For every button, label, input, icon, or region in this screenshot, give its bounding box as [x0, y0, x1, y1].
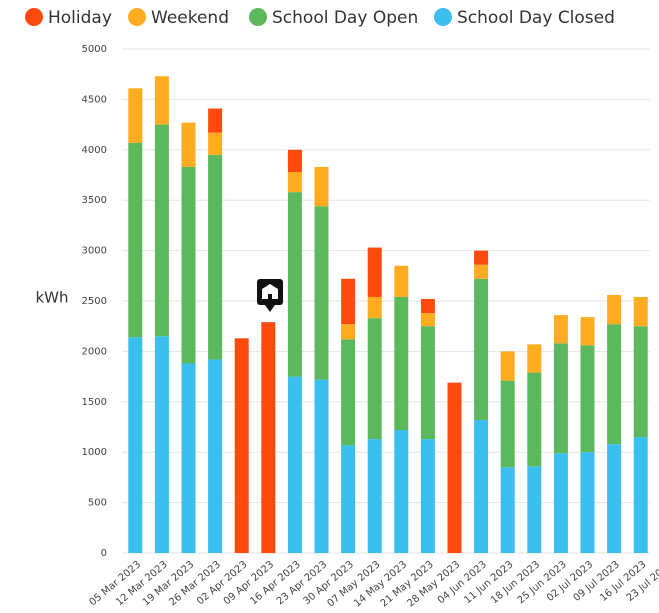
- bar-segment: [633, 296, 648, 327]
- y-tick-label: 0: [101, 548, 107, 559]
- bar-segment: [367, 439, 382, 553]
- y-tick-label: 500: [88, 498, 107, 509]
- bar-segment: [287, 149, 302, 172]
- legend-label: Holiday: [48, 8, 112, 28]
- bar-segment: [553, 343, 568, 454]
- legend-marker: [25, 8, 43, 26]
- bar-segment: [128, 142, 143, 338]
- bar-segment: [607, 444, 622, 553]
- y-tick-label: 2500: [82, 296, 107, 307]
- legend-marker: [434, 8, 452, 26]
- legend-label: Weekend: [151, 8, 229, 28]
- bar-segment: [420, 439, 435, 553]
- bar-segment: [287, 171, 302, 193]
- bar-segment: [367, 318, 382, 440]
- bar-segment: [341, 339, 356, 446]
- bar-segment: [420, 313, 435, 327]
- bar-segment: [341, 324, 356, 340]
- bar-segment: [500, 467, 515, 553]
- bar-segment: [394, 296, 409, 431]
- bar-segment: [394, 430, 409, 553]
- bar-segment: [208, 154, 223, 360]
- bar-segment: [633, 326, 648, 438]
- bar-segment: [314, 166, 329, 207]
- bar-segment: [474, 250, 489, 265]
- y-tick-label: 1000: [82, 447, 107, 458]
- bar-segment: [527, 466, 542, 553]
- bar-segment: [553, 315, 568, 344]
- bar-segment: [341, 278, 356, 325]
- bar-segment: [181, 363, 196, 553]
- bar-segment: [527, 372, 542, 467]
- bar-segment: [341, 445, 356, 553]
- bar-segment: [527, 344, 542, 373]
- y-tick-label: 1500: [82, 397, 107, 408]
- y-axis-label: kWh: [35, 289, 68, 307]
- y-tick-label: 3000: [82, 246, 107, 257]
- bar-segment: [420, 326, 435, 440]
- bar-segment: [500, 380, 515, 468]
- bar-segment: [633, 437, 648, 553]
- y-tick-label: 4500: [82, 94, 107, 105]
- bar-segment: [447, 382, 462, 553]
- bar-segment: [394, 265, 409, 297]
- legend-label: School Day Open: [272, 8, 418, 28]
- y-tick-label: 2000: [82, 346, 107, 357]
- bar-segment: [580, 345, 595, 453]
- bar-segment: [607, 294, 622, 325]
- bar-segment: [474, 419, 489, 553]
- bar-segment: [553, 453, 568, 553]
- bar-segment: [208, 108, 223, 133]
- y-tick-label: 4000: [82, 145, 107, 156]
- y-tick-label: 3500: [82, 195, 107, 206]
- legend-marker: [249, 8, 267, 26]
- bar-segment: [154, 76, 169, 125]
- bar-segment: [261, 322, 276, 553]
- bar-segment: [208, 359, 223, 553]
- bar-segment: [154, 124, 169, 337]
- legend-label: School Day Closed: [457, 8, 615, 28]
- legend-marker: [128, 8, 146, 26]
- bar-segment: [234, 338, 249, 553]
- bar-segment: [580, 317, 595, 346]
- y-tick-label: 5000: [82, 44, 107, 55]
- bar-segment: [367, 247, 382, 297]
- bar-segment: [154, 336, 169, 553]
- school-icon-marker: [257, 279, 283, 312]
- bar-segment: [580, 452, 595, 553]
- bar-segment: [287, 192, 302, 377]
- bar-segment: [128, 337, 143, 553]
- bar-segment: [314, 379, 329, 553]
- bar-segment: [208, 132, 223, 155]
- bar-segment: [181, 166, 196, 364]
- bar-segment: [367, 296, 382, 319]
- bar-segment: [287, 376, 302, 553]
- bar-segment: [314, 206, 329, 380]
- bar-segment: [500, 351, 515, 381]
- bar-segment: [420, 298, 435, 314]
- bar-segment: [607, 324, 622, 445]
- bar-segment: [474, 264, 489, 279]
- bar-segment: [128, 88, 143, 143]
- bar-segment: [181, 122, 196, 167]
- bar-segment: [474, 278, 489, 420]
